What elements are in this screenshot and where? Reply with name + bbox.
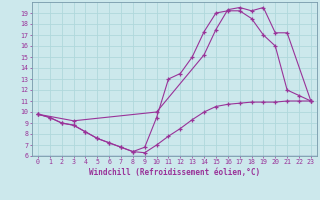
X-axis label: Windchill (Refroidissement éolien,°C): Windchill (Refroidissement éolien,°C) (89, 168, 260, 177)
